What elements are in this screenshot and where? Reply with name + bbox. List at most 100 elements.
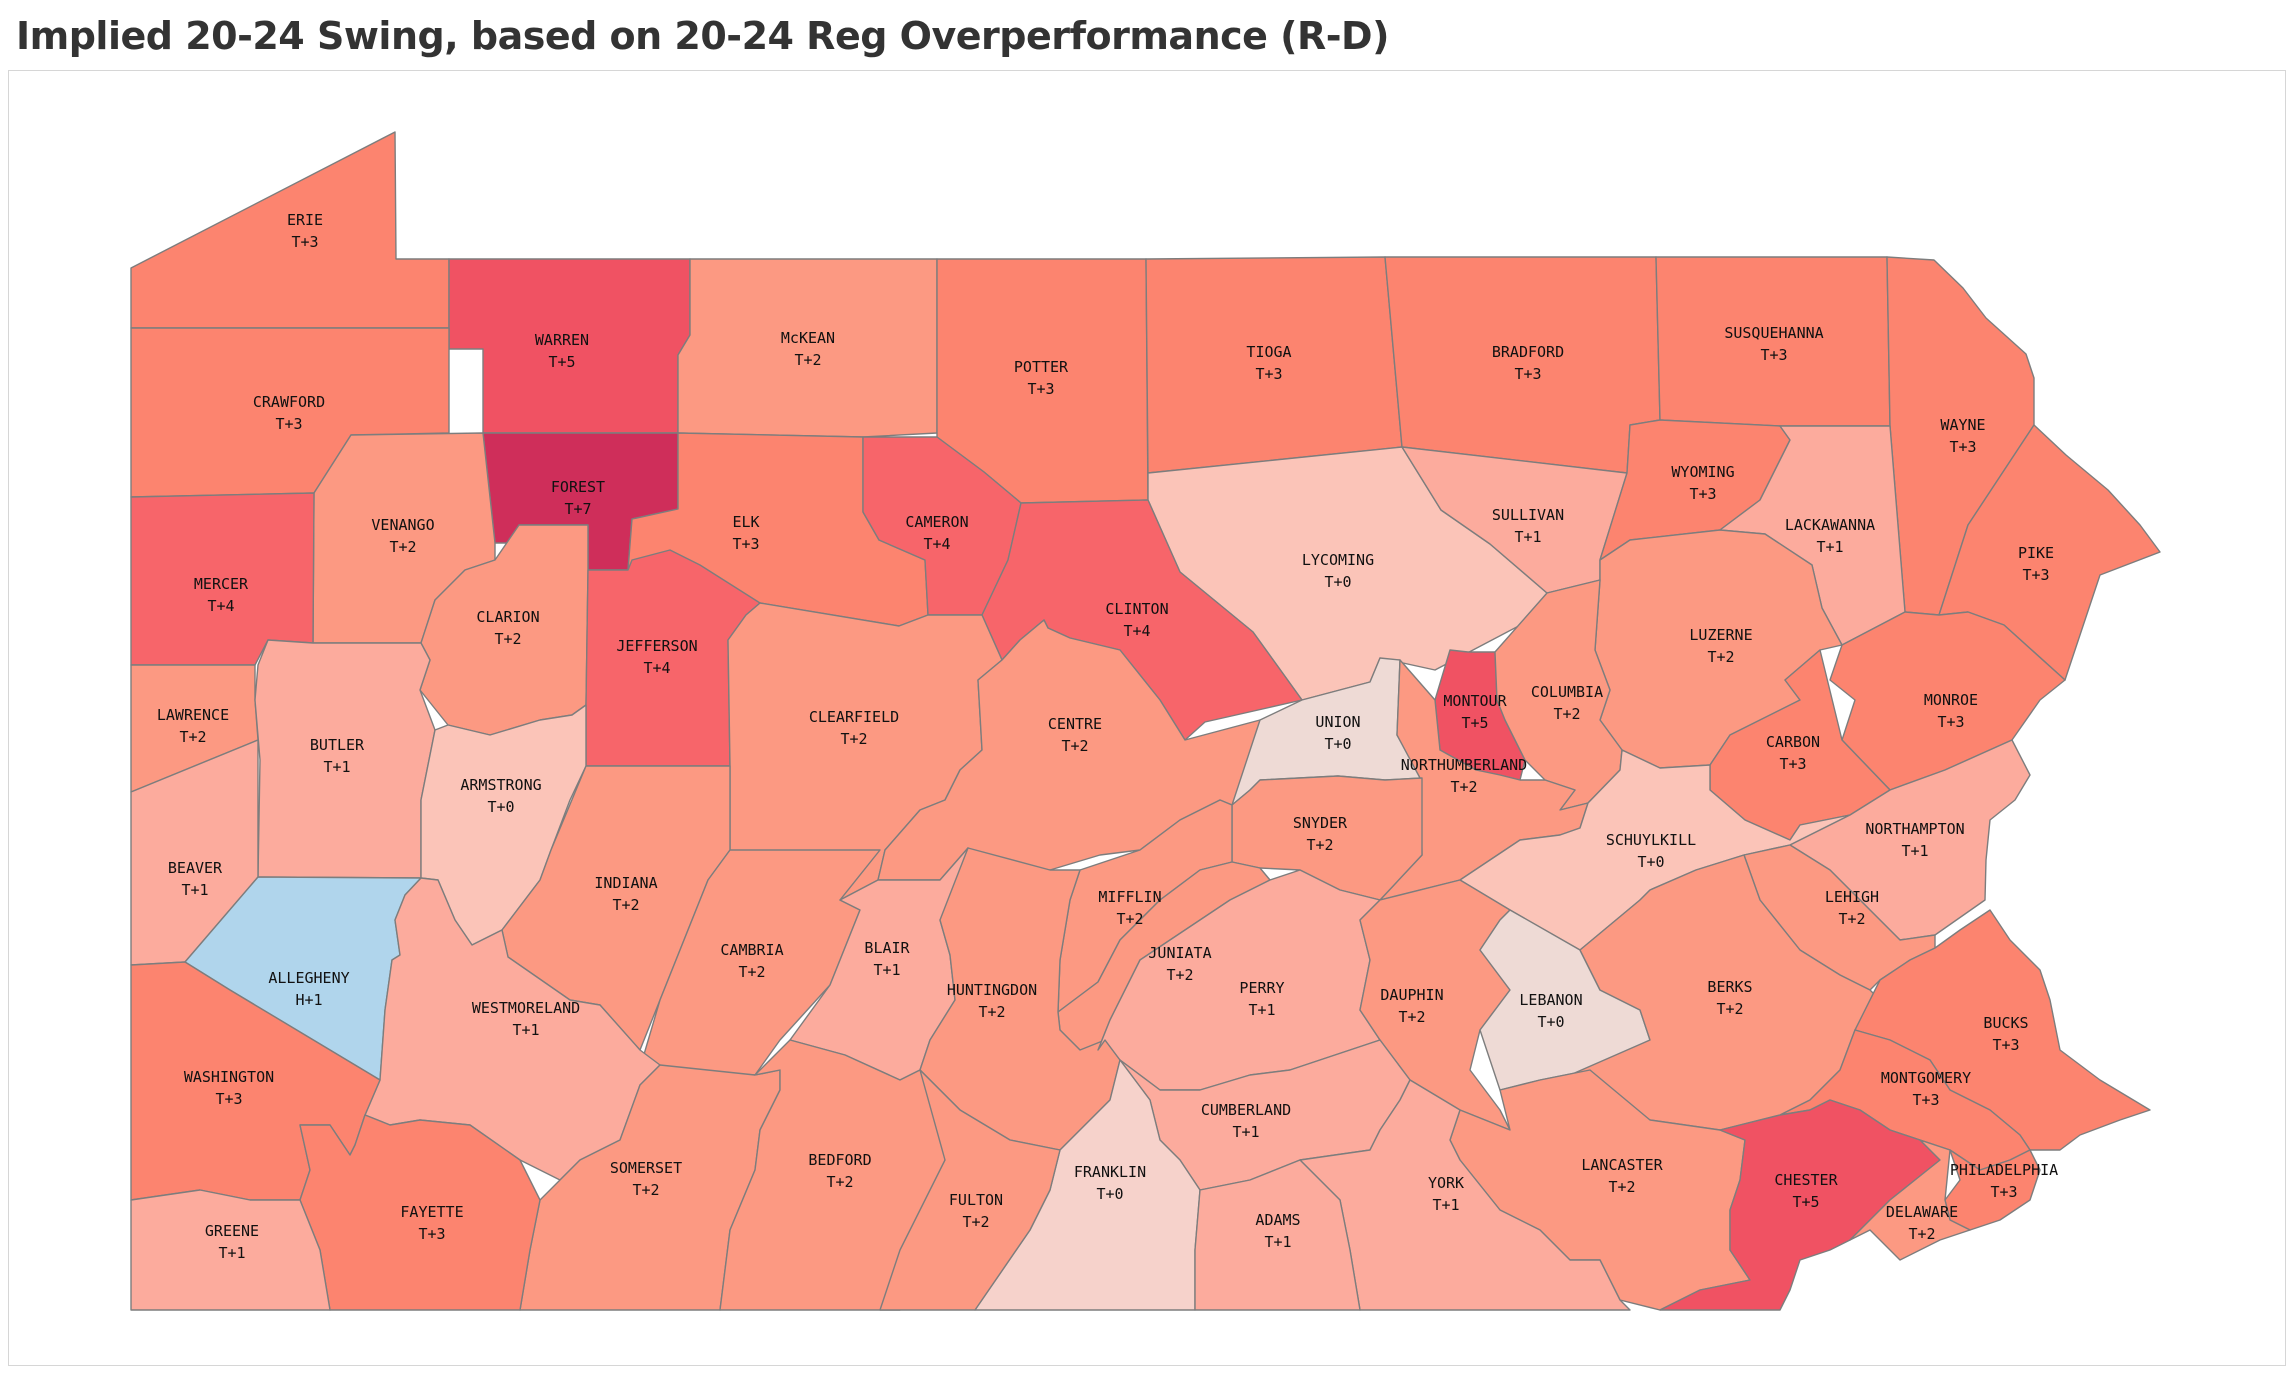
county-carbon-value-label: T+3: [1779, 755, 1806, 773]
county-westmoreland-value-label: T+1: [512, 1021, 539, 1039]
county-lackawanna-value-label: T+1: [1816, 538, 1843, 556]
county-fulton-value-label: T+2: [962, 1213, 989, 1231]
county-clarion-value-label: T+2: [494, 630, 521, 648]
map-title: Implied 20-24 Swing, based on 20-24 Reg …: [16, 14, 1389, 58]
county-wayne-name-label: WAYNE: [1940, 416, 1985, 434]
county-wayne-value-label: T+3: [1949, 438, 1976, 456]
county-luzerne-name-label: LUZERNE: [1689, 626, 1752, 644]
county-schuylkill-value-label: T+0: [1637, 853, 1664, 871]
county-lawrence-name-label: LAWRENCE: [157, 706, 229, 724]
county-dauphin-name-label: DAUPHIN: [1380, 986, 1443, 1004]
county-montgomery-name-label: MONTGOMERY: [1881, 1069, 1971, 1087]
county-philadelphia-name-label: PHILADELPHIA: [1950, 1161, 2058, 1179]
county-butler-value-label: T+1: [323, 758, 350, 776]
county-lycoming-value-label: T+0: [1324, 573, 1351, 591]
county-carbon-name-label: CARBON: [1766, 733, 1820, 751]
county-lycoming-name-label: LYCOMING: [1302, 551, 1374, 569]
county-wyoming-value-label: T+3: [1689, 485, 1716, 503]
county-warren-name-label: WARREN: [535, 331, 589, 349]
county-monroe[interactable]: [1829, 611, 2066, 791]
county-pike[interactable]: [1938, 424, 2161, 681]
county-crawford-value-label: T+3: [275, 415, 302, 433]
county-erie[interactable]: [130, 131, 450, 329]
county-juniata-value-label: T+2: [1166, 966, 1193, 984]
county-york-name-label: YORK: [1428, 1174, 1464, 1192]
county-indiana-value-label: T+2: [612, 896, 639, 914]
county-centre[interactable]: [877, 619, 1291, 881]
county-beaver-name-label: BEAVER: [168, 859, 223, 877]
county-susquehanna-name-label: SUSQUEHANNA: [1724, 324, 1823, 342]
county-clearfield-value-label: T+2: [840, 730, 867, 748]
county-huntingdon-name-label: HUNTINGDON: [947, 981, 1037, 999]
county-warren-value-label: T+5: [548, 353, 575, 371]
county-bradford-name-label: BRADFORD: [1492, 343, 1564, 361]
county-jefferson-value-label: T+4: [643, 659, 670, 677]
county-armstrong-value-label: T+0: [487, 798, 514, 816]
county-labels: ERIE T+3 WARREN T+5 McKEAN T+2 POTTER T+3 TIOGA T…: [157, 211, 2058, 1262]
county-delaware[interactable]: [1849, 1139, 1971, 1261]
county-montour-name-label: MONTOUR: [1443, 692, 1507, 710]
county-cambria[interactable]: [639, 849, 881, 1076]
county-crawford-name-label: CRAWFORD: [253, 393, 325, 411]
county-monroe-name-label: MONROE: [1924, 691, 1978, 709]
county-franklin-value-label: T+0: [1096, 1185, 1123, 1203]
county-philadelphia-value-label: T+3: [1990, 1183, 2017, 1201]
county-potter-value-label: T+3: [1027, 380, 1054, 398]
county-dauphin-value-label: T+2: [1398, 1008, 1425, 1026]
county-delaware-name-label: DELAWARE: [1886, 1203, 1958, 1221]
county-clarion-name-label: CLARION: [476, 608, 539, 626]
county-greene[interactable]: [130, 1189, 331, 1311]
county-philadelphia[interactable]: [1944, 1149, 2041, 1231]
county-montgomery-value-label: T+3: [1912, 1091, 1939, 1109]
county-centre-name-label: CENTRE: [1048, 715, 1102, 733]
county-lehigh-name-label: LEHIGH: [1825, 888, 1879, 906]
county-lackawanna-name-label: LACKAWANNA: [1785, 516, 1875, 534]
county-adams-name-label: ADAMS: [1255, 1211, 1300, 1229]
county-juniata-name-label: JUNIATA: [1148, 944, 1211, 962]
county-erie-value-label: T+3: [291, 233, 318, 251]
county-bradford-value-label: T+3: [1514, 365, 1541, 383]
county-union-name-label: UNION: [1315, 713, 1360, 731]
county-westmoreland-name-label: WESTMORELAND: [472, 999, 580, 1017]
county-venango-name-label: VENANGO: [371, 516, 434, 534]
county-potter-name-label: POTTER: [1014, 358, 1069, 376]
county-fayette[interactable]: [299, 1114, 541, 1311]
county-mckean-value-label: T+2: [794, 351, 821, 369]
county-clinton-value-label: T+4: [1123, 622, 1150, 640]
county-somerset-name-label: SOMERSET: [610, 1159, 682, 1177]
county-bedford-name-label: BEDFORD: [808, 1151, 871, 1169]
county-snyder-value-label: T+2: [1306, 836, 1333, 854]
county-fayette-value-label: T+3: [418, 1225, 445, 1243]
county-huntingdon-value-label: T+2: [978, 1003, 1005, 1021]
county-fulton-name-label: FULTON: [949, 1191, 1003, 1209]
county-lancaster-name-label: LANCASTER: [1581, 1156, 1663, 1174]
county-chester-name-label: CHESTER: [1774, 1171, 1838, 1189]
county-delaware-value-label: T+2: [1908, 1225, 1935, 1243]
county-chester[interactable]: [1659, 1099, 1941, 1311]
county-columbia-name-label: COLUMBIA: [1531, 683, 1603, 701]
county-greene-value-label: T+1: [218, 1244, 245, 1262]
county-adams[interactable]: [1194, 1159, 1361, 1311]
county-snyder-name-label: SNYDER: [1293, 814, 1348, 832]
county-washington-value-label: T+3: [215, 1090, 242, 1108]
county-cumberland-name-label: CUMBERLAND: [1201, 1101, 1291, 1119]
county-tioga-name-label: TIOGA: [1246, 343, 1291, 361]
county-cambria-value-label: T+2: [738, 963, 765, 981]
county-fulton[interactable]: [879, 1069, 1061, 1311]
county-forest-value-label: T+7: [564, 500, 591, 518]
county-mifflin-name-label: MIFFLIN: [1098, 888, 1161, 906]
county-lawrence-value-label: T+2: [179, 728, 206, 746]
county-perry-name-label: PERRY: [1239, 979, 1284, 997]
county-susquehanna-value-label: T+3: [1760, 346, 1787, 364]
county-wyoming-name-label: WYOMING: [1671, 463, 1734, 481]
county-erie-name-label: ERIE: [287, 211, 323, 229]
county-northampton-value-label: T+1: [1901, 842, 1928, 860]
county-allegheny-name-label: ALLEGHENY: [268, 969, 349, 987]
county-northumberland-value-label: T+2: [1450, 778, 1477, 796]
county-mercer-value-label: T+4: [207, 597, 234, 615]
county-northumberland-name-label: NORTHUMBERLAND: [1401, 756, 1527, 774]
county-bedford-value-label: T+2: [826, 1173, 853, 1191]
county-mckean[interactable]: [677, 258, 938, 438]
county-cameron-value-label: T+4: [923, 535, 950, 553]
